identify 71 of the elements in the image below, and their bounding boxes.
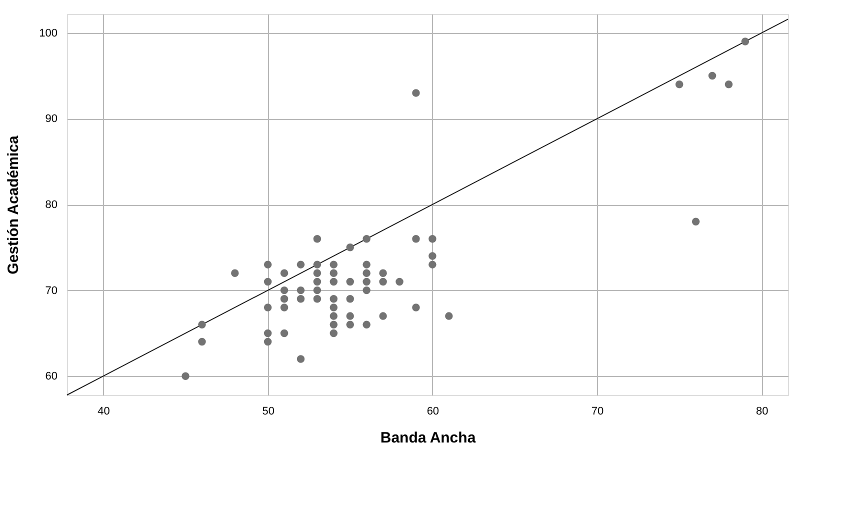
point [330, 295, 338, 303]
point [346, 278, 354, 286]
point [313, 295, 322, 303]
point [198, 320, 206, 328]
point [313, 286, 322, 294]
point [362, 260, 370, 268]
x-tick-label: 80 [756, 406, 768, 418]
point [296, 260, 305, 268]
point [396, 278, 404, 286]
point [280, 304, 288, 312]
point [296, 286, 305, 294]
point [296, 295, 305, 303]
y-tick-label: 60 [45, 370, 58, 383]
point [362, 320, 370, 328]
x-tick-label: 70 [591, 406, 604, 418]
point [379, 269, 387, 278]
point [264, 304, 272, 312]
point [362, 286, 370, 294]
point [330, 304, 338, 312]
point [428, 260, 436, 268]
point [280, 329, 288, 338]
y-tick-label: 70 [45, 284, 58, 297]
point [330, 329, 338, 338]
point [313, 260, 322, 268]
point [330, 269, 338, 278]
x-tick-label: 60 [426, 406, 440, 418]
point [231, 269, 239, 278]
point [264, 260, 272, 268]
point [330, 320, 338, 328]
point [362, 269, 370, 278]
point [264, 338, 272, 346]
x-axis-title: Banda Ancha [380, 430, 476, 446]
y-tick-label: 100 [39, 27, 58, 40]
point [692, 218, 700, 226]
point [264, 278, 272, 286]
point [445, 312, 453, 320]
point [280, 295, 288, 303]
point [330, 260, 338, 268]
point [412, 89, 420, 97]
point [379, 278, 387, 286]
point [428, 234, 436, 243]
point [412, 234, 420, 243]
point [296, 355, 305, 363]
point [313, 234, 322, 243]
y-axis-title: Gestión Académica [5, 135, 22, 274]
point [428, 252, 436, 260]
point [313, 278, 322, 286]
x-tick-label: 40 [98, 406, 110, 418]
point [362, 234, 370, 243]
point [412, 304, 420, 312]
point [313, 269, 322, 278]
y-tick-label: 80 [45, 199, 58, 211]
point [346, 312, 354, 320]
y-tick-label: 90 [45, 113, 58, 126]
point [330, 278, 338, 286]
point [362, 278, 370, 286]
x-tick-label: 50 [262, 406, 274, 418]
point [379, 312, 387, 320]
point [741, 38, 750, 46]
point [264, 329, 272, 338]
point [280, 286, 288, 294]
point [675, 80, 684, 88]
point [346, 244, 354, 252]
point [708, 72, 716, 80]
point [346, 295, 354, 303]
point [280, 269, 288, 278]
point [330, 312, 338, 320]
point [198, 338, 206, 346]
point [724, 80, 733, 88]
point [346, 320, 354, 328]
point [182, 372, 190, 380]
